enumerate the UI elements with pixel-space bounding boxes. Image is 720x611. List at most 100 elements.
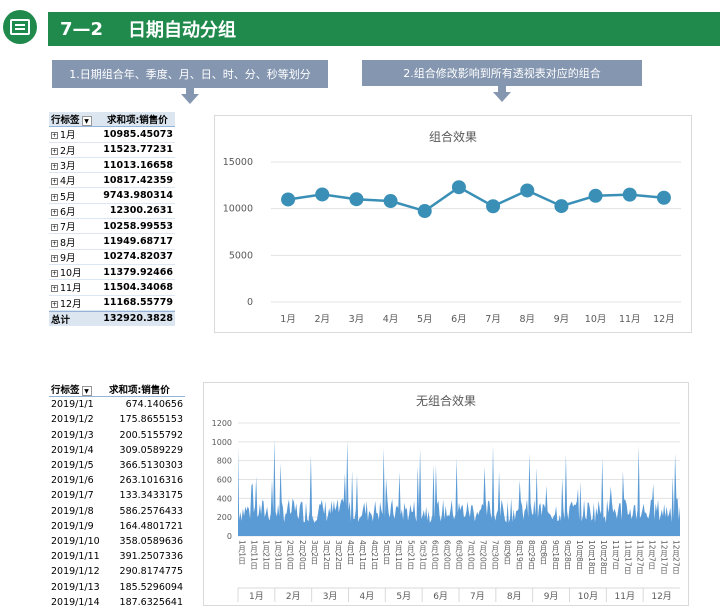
data-point — [383, 194, 398, 209]
row-label: 8月 — [60, 237, 76, 249]
chart-title: 组合效果 — [429, 129, 477, 144]
row-value: 11949.68717 — [103, 236, 173, 248]
x-tick-label: 9月8日 — [539, 540, 548, 566]
row-value: 290.8174775 — [119, 566, 183, 578]
row-label: 2019/1/11 — [51, 551, 100, 563]
row-label: 5月 — [60, 191, 76, 203]
row-label: 11月 — [60, 283, 82, 295]
month-label: 9月 — [544, 591, 559, 602]
pivot-row[interactable]: 2019/1/14 187.6325641 — [49, 595, 185, 610]
pivot-row[interactable]: 2019/1/3 200.5155792 — [49, 428, 185, 443]
section-number: 7—2 — [60, 18, 104, 40]
expand-icon[interactable]: + — [51, 163, 58, 171]
expand-icon[interactable]: + — [51, 285, 58, 293]
x-tick-label: 5月1日 — [382, 540, 391, 566]
pivot-row[interactable]: 2019/1/8 586.2576433 — [49, 504, 185, 519]
pivot-row[interactable]: +8月 11949.68717 — [49, 234, 175, 250]
expand-icon[interactable]: + — [51, 208, 58, 216]
expand-icon[interactable]: + — [51, 224, 58, 232]
row-value: 11168.55779 — [103, 297, 173, 309]
row-label: 2019/1/9 — [51, 520, 94, 532]
month-label: 7月 — [470, 591, 485, 602]
y-tick-label: 1000 — [212, 438, 232, 447]
y-tick-label: 200 — [217, 513, 232, 522]
pivot-row[interactable]: 2019/1/5 366.5130303 — [49, 458, 185, 473]
row-label: 2019/1/3 — [51, 429, 94, 441]
x-tick-label: 10月8日 — [575, 540, 584, 570]
callout-arrow-icon — [181, 94, 199, 104]
expand-icon[interactable]: + — [51, 132, 58, 140]
pivot-row[interactable]: +11月 11504.34068 — [49, 280, 175, 296]
pivot-row[interactable]: +5月 9743.980314 — [49, 188, 175, 204]
expand-icon[interactable]: + — [51, 193, 58, 201]
x-tick-label: 1月11日 — [250, 540, 259, 570]
pivot-row[interactable]: 2019/1/6 263.1016316 — [49, 473, 185, 488]
pivot-row[interactable]: 2019/1/11 391.2507336 — [49, 549, 185, 564]
expand-icon[interactable]: + — [51, 270, 58, 278]
pivot-row[interactable]: 2019/1/7 133.3433175 — [49, 488, 185, 503]
expand-icon[interactable]: + — [51, 300, 58, 308]
y-tick-label: 10000 — [223, 204, 253, 215]
line-chart-svg: 组合效果 0 5000 10000 15000 1月 2月 3月 4月 5月 6月 7月 8月 9月 10月… — [223, 129, 681, 325]
filter-dropdown-icon[interactable]: ▼ — [81, 115, 92, 126]
row-value: 11504.34068 — [103, 281, 173, 293]
expand-icon[interactable]: + — [51, 147, 58, 155]
value-header: 求和项:销售价 — [109, 385, 170, 397]
pivot-row[interactable]: 2019/1/10 358.0589636 — [49, 534, 185, 549]
row-value: 10274.82037 — [103, 251, 173, 263]
pivot-row[interactable]: +6月 12300.2631 — [49, 204, 175, 220]
chart-ungrouped[interactable]: 无组合效果 0 200 400 600 800 1000 1200 1月1日 1月11日 1月21日… — [203, 382, 689, 606]
y-tick-label: 0 — [247, 297, 253, 308]
pivot-row[interactable]: +1月 10985.45073 — [49, 127, 175, 143]
chart-grouped[interactable]: 组合效果 0 5000 10000 15000 1月 2月 3月 4月 5月 6月 7月 8月 9月 10月… — [214, 115, 692, 333]
x-tick-label: 5月21日 — [406, 540, 415, 570]
x-tick-label: 10月 — [585, 314, 607, 325]
row-value: 11013.16658 — [103, 159, 173, 171]
x-tick-label: 11月27日 — [635, 540, 644, 575]
x-tick-label: 2月10日 — [286, 540, 295, 570]
pivot-row[interactable]: 2019/1/12 290.8174775 — [49, 564, 185, 579]
x-tick-label: 2月20日 — [298, 540, 307, 570]
pivot-row[interactable]: +4月 10817.42359 — [49, 173, 175, 189]
expand-icon[interactable]: + — [51, 239, 58, 247]
data-point — [417, 204, 432, 219]
pivot-row[interactable]: 2019/1/13 185.5296094 — [49, 579, 185, 594]
expand-icon[interactable]: + — [51, 178, 58, 186]
y-tick-label: 400 — [217, 494, 232, 503]
month-label: 11月 — [615, 591, 635, 602]
x-tick-label: 12月27日 — [672, 540, 681, 575]
expand-icon[interactable]: + — [51, 254, 58, 262]
row-value: 9743.980314 — [103, 190, 173, 202]
pivot-row[interactable]: 2019/1/1 674.140656 — [49, 397, 185, 412]
callout-arrow-icon — [493, 92, 511, 102]
x-tick-label: 8月 — [519, 314, 535, 325]
title-bar: 7—2 日期自动分组 — [48, 12, 720, 46]
x-tick-label: 9月28日 — [563, 540, 572, 570]
filter-dropdown-icon[interactable]: ▼ — [81, 385, 92, 396]
x-tick-label: 4月11日 — [358, 540, 367, 570]
row-label: 2019/1/5 — [51, 460, 94, 472]
pivot-row[interactable]: +12月 11168.55779 — [49, 296, 175, 311]
pivot-header-row: 行标签 ▼ 求和项:销售价 — [49, 382, 185, 398]
x-tick-label: 12月 — [653, 314, 675, 325]
pivot-row[interactable]: 2019/1/4 309.0589229 — [49, 443, 185, 458]
x-tick-label: 6月10日 — [430, 540, 439, 570]
row-label: 12月 — [60, 298, 82, 310]
x-tick-label: 9月18日 — [551, 540, 560, 570]
pivot-row[interactable]: +2月 11523.77231 — [49, 143, 175, 158]
data-point — [315, 187, 330, 202]
month-label: 12月 — [651, 591, 671, 602]
row-value: 309.0589229 — [119, 444, 183, 456]
area-chart-svg: 无组合效果 0 200 400 600 800 1000 1200 1月1日 1月11日 1月21日… — [212, 393, 681, 602]
row-label: 2月 — [60, 145, 76, 157]
pivot-row[interactable]: +7月 10258.99553 — [49, 219, 175, 235]
x-tick-label: 7月10日 — [467, 540, 476, 570]
pivot-row[interactable]: +10月 11379.92466 — [49, 265, 175, 281]
pivot-row[interactable]: +9月 10274.82037 — [49, 250, 175, 265]
row-label: 2019/1/4 — [51, 444, 94, 456]
pivot-row[interactable]: 2019/1/9 164.4801721 — [49, 519, 185, 534]
row-label: 2019/1/8 — [51, 505, 94, 517]
pivot-row[interactable]: 2019/1/2 175.8655153 — [49, 412, 185, 427]
pivot-row[interactable]: +3月 11013.16658 — [49, 158, 175, 174]
callout-arrow-stem — [186, 88, 194, 94]
